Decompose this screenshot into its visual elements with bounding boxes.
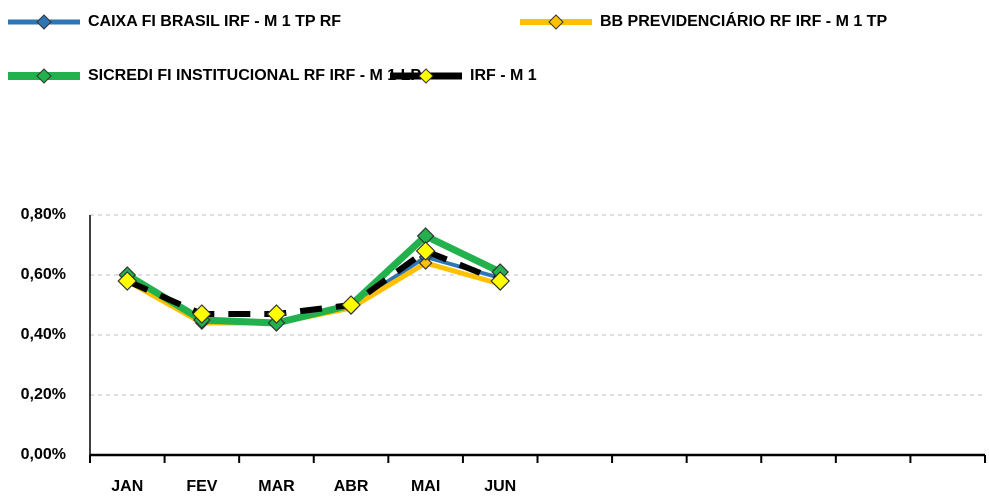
legend-marker: [36, 68, 52, 84]
point-marker: [490, 271, 511, 291]
point-marker: [117, 271, 138, 291]
y-tick-label: 0,80%: [21, 206, 66, 223]
x-tick-label: MAR: [258, 478, 295, 495]
legend-marker: [36, 14, 52, 30]
series-line: [125, 232, 502, 327]
legend-label: BB PREVIDENCIÁRIO RF IRF - M 1 TP: [600, 11, 887, 30]
x-tick-label: JAN: [111, 478, 143, 495]
x-tick-label: ABR: [334, 478, 369, 495]
y-tick-label: 0,00%: [21, 446, 66, 463]
legend-label: IRF - M 1: [470, 67, 537, 84]
y-tick-label: 0,60%: [21, 266, 66, 283]
series-line: [126, 248, 502, 317]
legend-label: CAIXA FI BRASIL IRF - M 1 TP RF: [88, 13, 341, 30]
legend-marker: [548, 14, 564, 30]
point-marker: [418, 256, 433, 270]
y-tick-label: 0,40%: [21, 326, 66, 343]
x-tick-label: MAI: [411, 478, 440, 495]
point-marker: [415, 241, 436, 261]
legend-marker: [418, 68, 434, 84]
x-tick-label: FEV: [186, 478, 217, 495]
point-marker: [341, 295, 361, 315]
point-marker: [266, 304, 287, 324]
x-tick-label: JUN: [484, 478, 516, 495]
legend-label: SICREDI FI INSTITUCIONAL RF IRF - M 1 LP: [88, 67, 421, 84]
y-tick-label: 0,20%: [21, 386, 66, 403]
point-marker: [192, 304, 212, 324]
